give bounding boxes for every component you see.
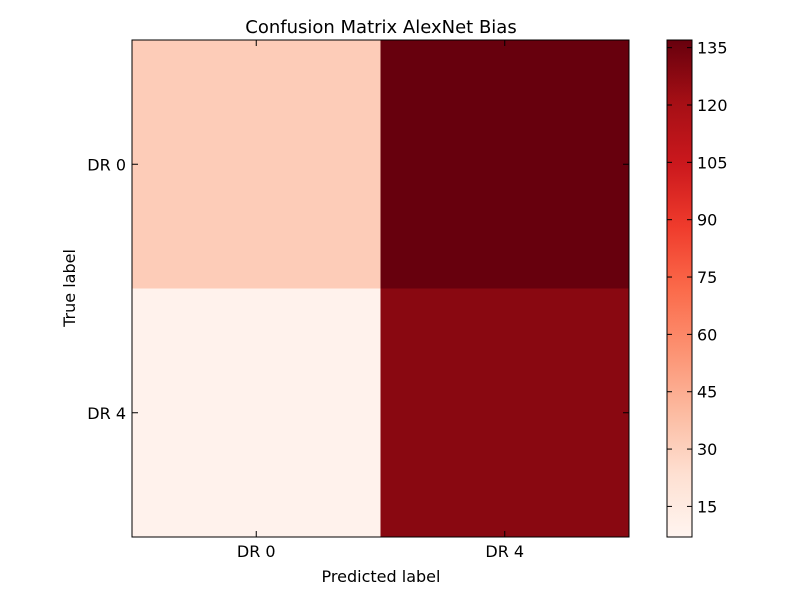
heatmap-cells bbox=[132, 40, 630, 538]
heatmap-cell bbox=[380, 40, 630, 289]
colorbar-tick-label: 75 bbox=[697, 268, 717, 287]
colorbar-tick-label: 30 bbox=[697, 440, 717, 459]
colorbar-tick-label: 60 bbox=[697, 325, 717, 344]
y-tick-label: DR 4 bbox=[87, 404, 126, 423]
y-axis-label: True label bbox=[60, 249, 79, 328]
colorbar-tick-label: 135 bbox=[697, 39, 728, 58]
x-tick-label: DR 4 bbox=[485, 542, 524, 561]
x-tick-label: DR 0 bbox=[237, 542, 276, 561]
heatmap-cell bbox=[132, 40, 381, 289]
colorbar bbox=[666, 39, 693, 538]
colorbar-tick-label: 90 bbox=[697, 211, 717, 230]
axis-ticks: DR 0 DR 4 DR 0 DR 4 bbox=[87, 40, 629, 561]
colorbar-tick-label: 120 bbox=[697, 96, 728, 115]
x-axis-label: Predicted label bbox=[322, 567, 441, 586]
heatmap-cell bbox=[132, 288, 381, 538]
heatmap-cell bbox=[380, 288, 630, 538]
colorbar-tick-label: 45 bbox=[697, 383, 717, 402]
chart-title: Confusion Matrix AlexNet Bias bbox=[245, 17, 516, 38]
colorbar-tick-label: 105 bbox=[697, 153, 728, 172]
plot-frame bbox=[131, 39, 630, 538]
colorbar-ticks: 15 30 45 60 75 90 105 120 135 bbox=[667, 39, 728, 516]
y-tick-label: DR 0 bbox=[87, 155, 126, 174]
colorbar-tick-label: 15 bbox=[697, 497, 717, 516]
